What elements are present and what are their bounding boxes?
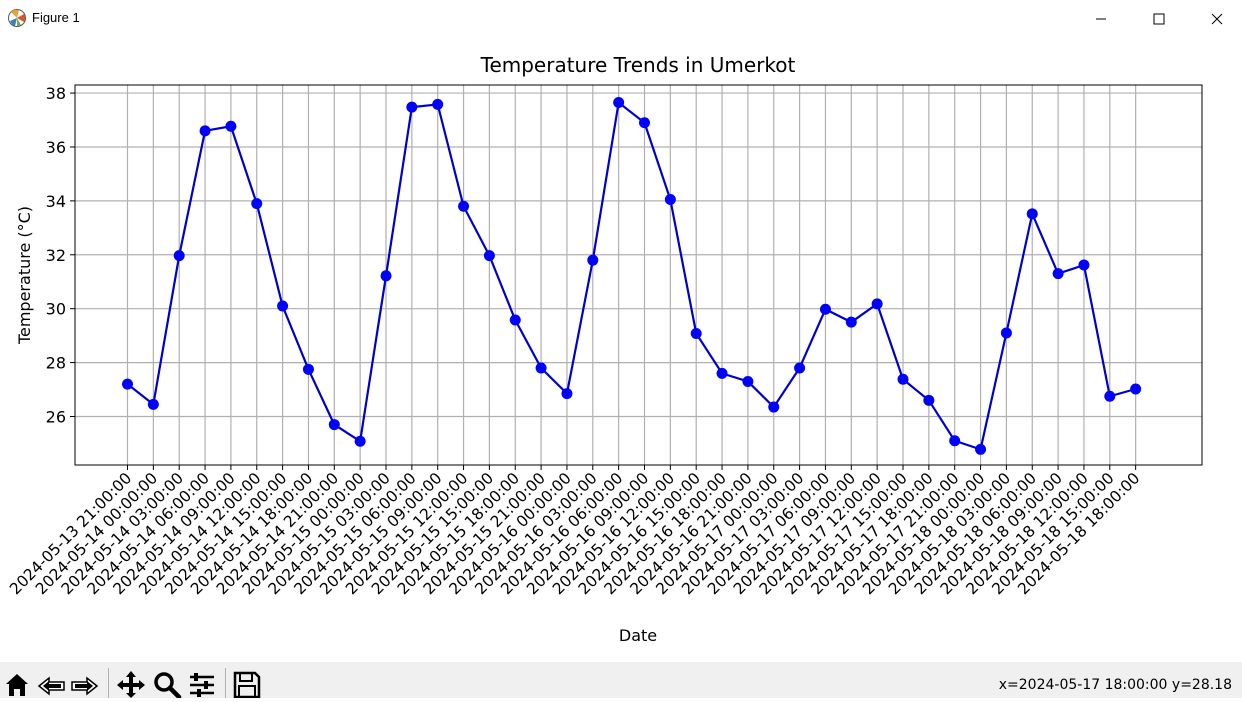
data-point xyxy=(432,98,444,110)
data-point xyxy=(587,254,599,266)
data-point xyxy=(380,270,392,282)
data-point xyxy=(1000,327,1012,339)
data-point xyxy=(1078,259,1090,271)
data-point xyxy=(354,435,366,447)
pan-button[interactable] xyxy=(116,670,146,698)
data-point xyxy=(664,194,676,206)
maximize-icon xyxy=(1153,13,1165,25)
cursor-coordinates: x=2024-05-17 18:00:00 y=28.18 xyxy=(998,677,1232,693)
data-point xyxy=(1104,390,1116,402)
data-point xyxy=(871,298,883,310)
data-point xyxy=(225,120,237,132)
y-tick-label: 26 xyxy=(46,407,66,426)
window-title: Figure 1 xyxy=(32,10,80,25)
series-line xyxy=(126,100,1136,451)
data-point xyxy=(509,314,521,326)
window-titlebar: Figure 1 xyxy=(0,0,1242,38)
home-button[interactable] xyxy=(3,670,33,698)
chart-title: Temperature Trends in Umerkot xyxy=(480,53,796,77)
save-button[interactable] xyxy=(232,670,262,699)
data-point xyxy=(975,443,987,455)
data-point xyxy=(302,363,314,375)
forward-arrow-icon xyxy=(71,676,99,696)
data-point xyxy=(561,388,573,400)
y-tick-label: 32 xyxy=(46,246,66,265)
data-point xyxy=(173,250,185,262)
save-icon xyxy=(233,671,261,699)
toolbar-separator xyxy=(108,668,109,698)
data-point xyxy=(1026,208,1038,220)
data-point xyxy=(768,401,780,413)
data-point xyxy=(923,394,935,406)
data-point xyxy=(458,200,470,212)
close-button[interactable] xyxy=(1188,0,1242,38)
data-point xyxy=(483,250,495,262)
temperature-series xyxy=(122,97,1142,455)
data-point xyxy=(251,198,263,210)
back-button[interactable] xyxy=(37,670,67,698)
data-point xyxy=(277,300,289,312)
line-chart: 26 28 30 32 34 36 38 2024-05-13 21:00:002024-0… xyxy=(6,53,1203,645)
data-point xyxy=(147,398,159,410)
x-axis-label: Date xyxy=(619,626,657,645)
pan-icon xyxy=(117,671,145,698)
figure-canvas[interactable]: 26 28 30 32 34 36 38 2024-05-13 21:00:00 2024-0… xyxy=(0,38,1242,662)
data-point xyxy=(794,362,806,374)
home-icon xyxy=(6,674,28,696)
y-tick-label: 36 xyxy=(46,138,66,157)
data-point xyxy=(1052,268,1064,280)
data-point xyxy=(122,378,133,390)
back-arrow-icon xyxy=(37,676,65,696)
data-point xyxy=(949,435,961,447)
matplotlib-logo-icon xyxy=(7,8,27,28)
axes-frame xyxy=(74,84,1203,466)
zoom-icon xyxy=(154,672,182,700)
data-point xyxy=(639,117,650,129)
data-point xyxy=(716,367,728,379)
data-point xyxy=(406,101,418,113)
y-axis-ticks: 26 28 30 32 34 36 38 xyxy=(46,84,75,426)
configure-subplots-icon xyxy=(190,673,214,697)
minimize-button[interactable] xyxy=(1072,0,1130,38)
data-point xyxy=(897,373,909,385)
y-tick-label: 34 xyxy=(46,192,66,211)
data-point xyxy=(535,362,547,374)
y-tick-label: 38 xyxy=(46,84,66,103)
grid-lines xyxy=(75,85,1202,465)
data-point xyxy=(328,419,340,431)
data-point xyxy=(845,316,857,328)
configure-subplots-button[interactable] xyxy=(187,670,217,698)
data-point xyxy=(199,125,211,137)
y-axis-label: Temperature (°C) xyxy=(15,206,34,345)
navigation-toolbar: x=2024-05-17 18:00:00 y=28.18 xyxy=(0,662,1242,700)
data-point xyxy=(819,303,831,315)
y-tick-label: 28 xyxy=(46,354,66,373)
data-point xyxy=(742,375,754,387)
y-tick-label: 30 xyxy=(46,300,66,319)
maximize-button[interactable] xyxy=(1130,0,1188,38)
data-point xyxy=(613,97,625,109)
close-icon xyxy=(1211,13,1223,25)
data-point xyxy=(1130,383,1142,395)
minimize-icon xyxy=(1096,18,1106,20)
data-point xyxy=(690,327,702,339)
forward-button[interactable] xyxy=(69,670,99,698)
zoom-button[interactable] xyxy=(152,670,182,700)
toolbar-separator xyxy=(225,668,226,698)
